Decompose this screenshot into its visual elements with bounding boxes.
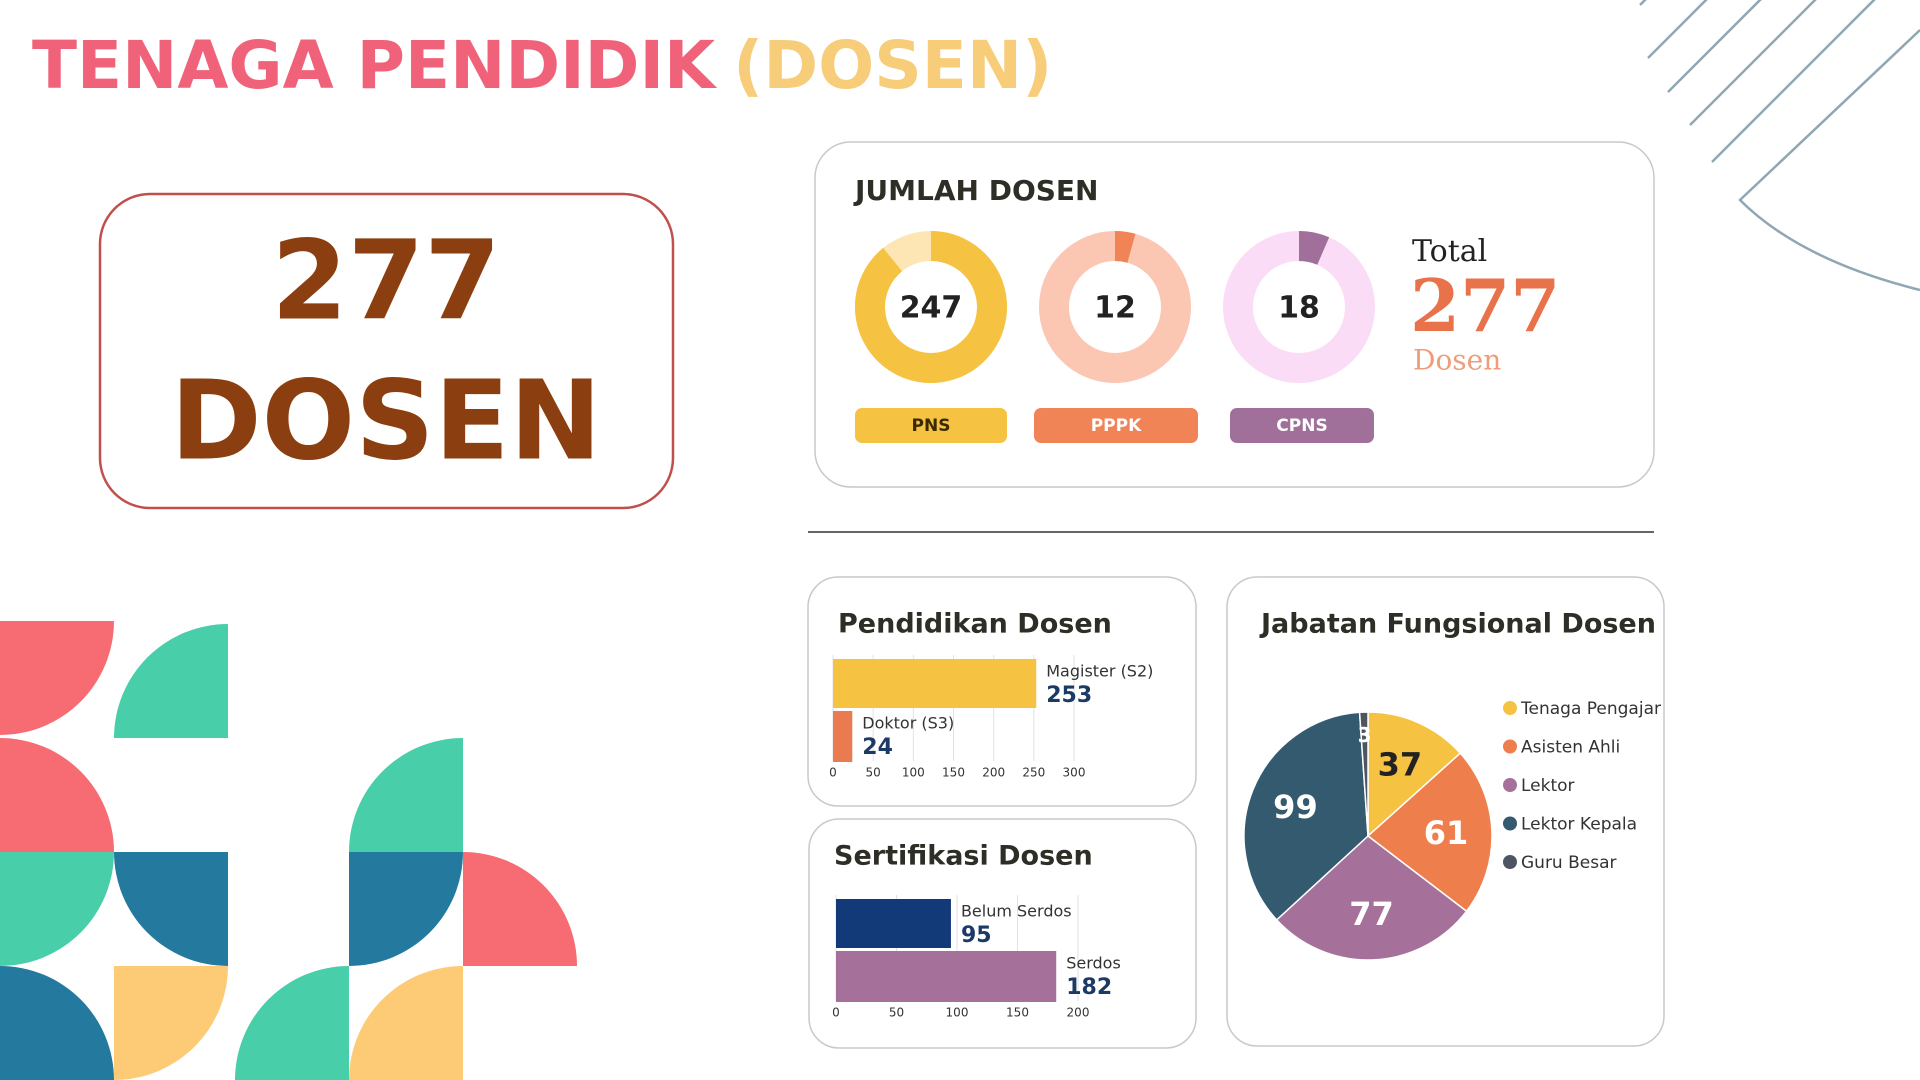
x-tick-label: 0	[832, 1006, 840, 1020]
donut-value: 12	[1094, 291, 1136, 326]
total-unit: Dosen	[1413, 344, 1501, 377]
legend-marker	[1503, 816, 1517, 831]
bar-value: 95	[961, 923, 992, 948]
pie-label: 37	[1378, 746, 1423, 784]
decor-shapes	[0, 621, 577, 1080]
bar	[833, 711, 853, 762]
pie-slice	[1367, 711, 1462, 838]
legend-label: Asisten Ahli	[1521, 738, 1620, 758]
summary-label: DOSEN	[170, 356, 601, 484]
pie-label: 99	[1273, 788, 1318, 826]
pie-slice	[1366, 752, 1493, 913]
legend-label: Lektor	[1521, 776, 1575, 796]
category-label: CPNS	[1276, 416, 1327, 436]
bar-value: 24	[862, 735, 893, 760]
legend-marker	[1503, 739, 1517, 754]
x-tick-label: 150	[942, 766, 965, 780]
legend-marker	[1503, 701, 1517, 715]
category-label: PPPK	[1091, 416, 1142, 436]
decor-lines	[1639, 0, 1920, 292]
bar-value: 182	[1066, 975, 1112, 1000]
title-main: TENAGA PENDIDIK	[32, 27, 718, 104]
pie-slice	[1358, 711, 1369, 837]
legend-marker	[1503, 778, 1517, 792]
pie-label: 61	[1424, 814, 1469, 852]
donut-value: 247	[900, 291, 963, 326]
x-tick-label: 200	[982, 766, 1005, 780]
bar	[833, 659, 1037, 708]
total-value: 277	[1410, 263, 1560, 348]
x-tick-label: 100	[946, 1006, 969, 1020]
donut-arc	[1298, 231, 1330, 266]
title-accent: (DOSEN)	[733, 27, 1052, 104]
bar-category: Serdos	[1066, 954, 1121, 973]
donut-value: 18	[1278, 291, 1320, 326]
category-pill	[855, 408, 1007, 443]
pie-label: 77	[1349, 895, 1394, 933]
chart-title: JUMLAH DOSEN	[853, 174, 1098, 207]
pie-slice	[1275, 835, 1468, 961]
pie-slice	[1243, 711, 1369, 921]
legend-marker	[1503, 855, 1517, 869]
category-label: PNS	[912, 416, 951, 436]
chart-title: Jabatan Fungsional Dosen	[1259, 609, 1656, 640]
pie-label: 3	[1358, 723, 1372, 747]
x-tick-label: 100	[902, 766, 925, 780]
summary-value: 277	[271, 216, 501, 344]
category-pill	[1034, 408, 1198, 443]
x-tick-label: 200	[1067, 1006, 1090, 1020]
page-title: TENAGA PENDIDIK (DOSEN)	[32, 27, 1052, 104]
x-tick-label: 250	[1022, 766, 1045, 780]
donut-arc	[855, 231, 1007, 383]
x-tick-label: 50	[866, 766, 881, 780]
total-label: Total	[1412, 234, 1487, 269]
x-tick-label: 150	[1006, 1006, 1029, 1020]
bar-category: Belum Serdos	[961, 902, 1072, 921]
legend-label: Tenaga Pengajar	[1520, 699, 1661, 719]
bar-value: 253	[1046, 683, 1092, 708]
legend-label: Guru Besar	[1521, 853, 1617, 873]
category-pill	[1230, 408, 1374, 443]
summary-card	[98, 192, 675, 510]
bar-category: Doktor (S3)	[862, 714, 954, 733]
bar	[836, 899, 951, 948]
x-tick-label: 0	[829, 766, 837, 780]
x-tick-label: 50	[889, 1006, 904, 1020]
donut-arc	[1114, 231, 1136, 263]
bar-category: Magister (S2)	[1046, 662, 1153, 681]
chart-title: Sertifikasi Dosen	[834, 841, 1093, 872]
bar	[836, 951, 1057, 1002]
legend-label: Lektor Kepala	[1521, 815, 1637, 835]
x-tick-label: 300	[1063, 766, 1086, 780]
chart-title: Pendidikan Dosen	[838, 609, 1112, 640]
